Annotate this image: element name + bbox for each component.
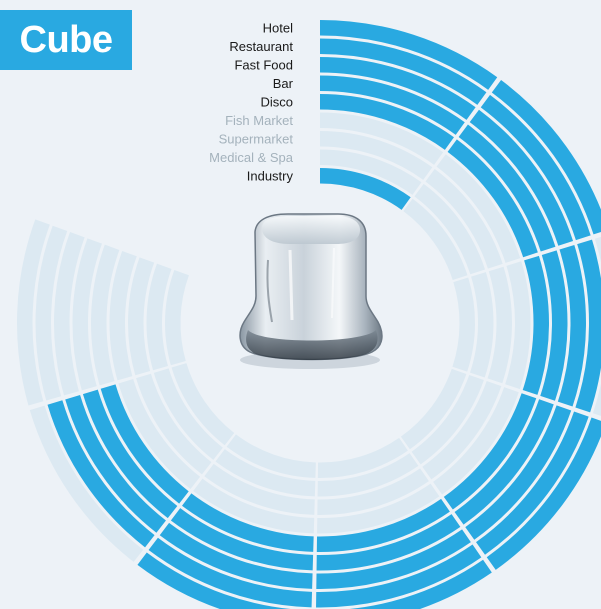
ring-segment bbox=[433, 387, 519, 495]
ring-segment bbox=[320, 75, 465, 135]
ring-segment bbox=[411, 374, 484, 465]
ring-segment bbox=[317, 468, 429, 515]
ring-segment bbox=[465, 405, 572, 540]
ring-segment bbox=[29, 405, 144, 562]
ring-segment bbox=[443, 393, 537, 510]
ring-segment bbox=[447, 139, 538, 258]
ring-bar bbox=[72, 75, 568, 571]
ring-segment bbox=[320, 131, 433, 180]
ring-segment bbox=[480, 94, 591, 241]
ring-segment bbox=[47, 400, 155, 548]
ring-segment bbox=[148, 537, 313, 608]
ring-segment bbox=[400, 368, 467, 450]
ring-segment bbox=[146, 263, 172, 371]
ring-label: Bar bbox=[273, 76, 294, 91]
ring-segment bbox=[153, 368, 223, 460]
ring-segment bbox=[16, 219, 50, 406]
ring-segment bbox=[100, 384, 189, 504]
ring-segment bbox=[316, 514, 461, 571]
ring-medical-spa bbox=[146, 149, 494, 497]
ring-segment bbox=[414, 183, 486, 275]
ring-segment bbox=[316, 544, 482, 608]
ring-fish-market bbox=[109, 112, 531, 534]
ring-segment bbox=[320, 168, 411, 210]
ring-segment bbox=[165, 269, 189, 366]
ring-segment bbox=[422, 381, 502, 480]
ring-industry bbox=[165, 168, 475, 478]
ring-segment bbox=[348, 559, 492, 609]
ring-label: Fish Market bbox=[225, 113, 293, 128]
ring-segment bbox=[159, 522, 313, 589]
ring-segment bbox=[454, 399, 554, 525]
title-box: Cube bbox=[0, 10, 132, 70]
chart-rings bbox=[16, 20, 601, 609]
ring-disco bbox=[90, 94, 549, 552]
ring-label: Hotel bbox=[263, 21, 293, 36]
ring-label: Fast Food bbox=[234, 58, 293, 73]
ring-label: Industry bbox=[247, 169, 294, 184]
ring-segment bbox=[171, 363, 235, 446]
ring-segment bbox=[320, 38, 487, 105]
ring-segment bbox=[204, 463, 315, 515]
chart-labels: Hotel Restaurant Fast Food Bar Disco Fish Mar… bbox=[209, 21, 294, 184]
ring-segment bbox=[193, 478, 315, 534]
ring-segment bbox=[35, 225, 68, 401]
ring-segment bbox=[320, 94, 454, 150]
ring-segment bbox=[317, 437, 408, 478]
ring-segment bbox=[317, 483, 440, 534]
ring-segment bbox=[575, 239, 601, 413]
ring-label: Supermarket bbox=[219, 132, 294, 147]
ring-segment bbox=[226, 434, 316, 478]
ring-segment bbox=[320, 57, 476, 120]
ring-segment bbox=[128, 257, 155, 376]
ring-segment bbox=[491, 80, 601, 235]
ring-segment bbox=[476, 411, 589, 555]
ring-segment bbox=[452, 277, 475, 372]
ring-segment bbox=[458, 124, 556, 252]
ring-segment bbox=[522, 255, 549, 395]
ring-segment bbox=[137, 552, 292, 609]
ring-segment bbox=[90, 244, 120, 386]
ring-hotel bbox=[16, 20, 601, 609]
ring-segment bbox=[136, 373, 212, 475]
ring-supermarket bbox=[128, 131, 513, 515]
ring-segment bbox=[320, 20, 498, 90]
ring-label: Medical & Spa bbox=[209, 150, 294, 165]
ring-segment bbox=[403, 198, 468, 281]
ring-segment bbox=[316, 529, 471, 589]
ring-restaurant bbox=[35, 38, 601, 608]
ring-segment bbox=[82, 389, 178, 519]
ring-segment bbox=[320, 112, 444, 165]
ring-label: Disco bbox=[260, 95, 293, 110]
ring-segment bbox=[487, 266, 513, 384]
ring-segment bbox=[72, 238, 102, 391]
ice-cube-image bbox=[239, 213, 383, 369]
ring-segment bbox=[182, 493, 314, 552]
ring-segment bbox=[54, 232, 85, 396]
ring-segment bbox=[436, 154, 521, 263]
ring-segment bbox=[317, 453, 419, 497]
ring-segment bbox=[540, 250, 568, 401]
ring-segment bbox=[505, 261, 531, 390]
ring-segment bbox=[425, 169, 503, 269]
ring-segment bbox=[215, 449, 316, 497]
ring-segment bbox=[592, 236, 601, 416]
ring-segment bbox=[470, 272, 494, 378]
ring-label: Restaurant bbox=[229, 39, 293, 54]
ring-segment bbox=[486, 417, 601, 570]
ring-segment bbox=[170, 508, 314, 571]
ring-segment bbox=[557, 245, 586, 407]
ring-segment bbox=[65, 394, 166, 533]
ring-segment bbox=[316, 498, 450, 552]
ring-segment bbox=[469, 109, 574, 246]
ring-fast-food bbox=[54, 57, 586, 589]
ring-segment bbox=[118, 379, 201, 489]
chart-title: Cube bbox=[19, 18, 114, 61]
ring-segment bbox=[109, 251, 137, 381]
ring-segment bbox=[320, 149, 422, 195]
